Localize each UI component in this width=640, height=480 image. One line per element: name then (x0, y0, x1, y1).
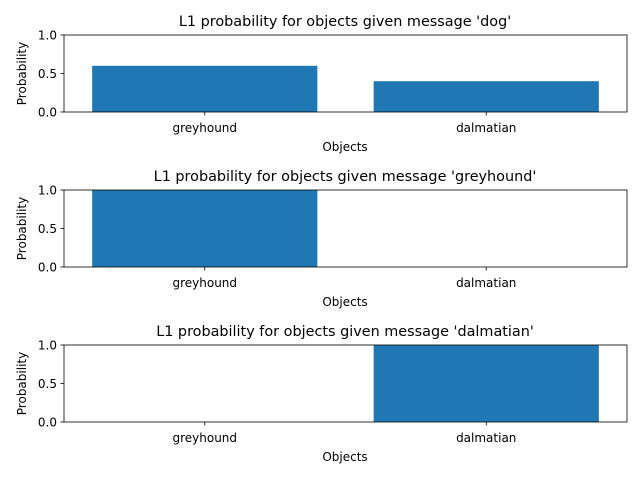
x-tick-label-dalmatian: dalmatian (456, 431, 516, 445)
x-ticks: greyhound dalmatian (172, 422, 516, 445)
x-tick-label-greyhound: greyhound (172, 431, 237, 445)
y-tick-label: 0.5 (38, 377, 57, 391)
x-ticks: greyhound dalmatian (172, 267, 516, 290)
x-tick-label-greyhound: greyhound (172, 121, 237, 135)
y-tick-label: 0.5 (38, 67, 57, 81)
bar-group (92, 65, 599, 112)
y-axis-label: Probability (15, 42, 29, 105)
bar-group (373, 345, 599, 422)
y-tick-label: 1.0 (38, 183, 57, 197)
subplot-dalmatian: L1 probability for objects given message… (15, 324, 628, 464)
bar-dalmatian (373, 345, 599, 422)
y-tick-label: 0.0 (38, 415, 57, 429)
x-axis-label: Objects (322, 295, 367, 309)
y-tick-label: 0.0 (38, 105, 57, 119)
x-ticks: greyhound dalmatian (172, 112, 516, 135)
y-tick-label: 1.0 (38, 338, 57, 352)
y-ticks: 0.0 0.5 1.0 (38, 183, 64, 274)
subplot-greyhound: L1 probability for objects given message… (15, 169, 628, 309)
bar-greyhound (92, 190, 318, 267)
y-ticks: 0.0 0.5 1.0 (38, 28, 64, 119)
x-tick-label-dalmatian: dalmatian (456, 276, 516, 290)
x-axis-label: Objects (322, 140, 367, 154)
y-tick-label: 0.0 (38, 260, 57, 274)
x-axis-label: Objects (322, 450, 367, 464)
bar-greyhound (92, 65, 318, 112)
subplot-dog: L1 probability for objects given message… (15, 14, 628, 154)
chart-title: L1 probability for objects given message… (156, 324, 534, 340)
y-ticks: 0.0 0.5 1.0 (38, 338, 64, 429)
y-axis-label: Probability (15, 197, 29, 260)
x-tick-label-dalmatian: dalmatian (456, 121, 516, 135)
y-tick-label: 0.5 (38, 222, 57, 236)
y-axis-label: Probability (15, 352, 29, 415)
bar-dalmatian (373, 81, 599, 112)
x-tick-label-greyhound: greyhound (172, 276, 237, 290)
y-tick-label: 1.0 (38, 28, 57, 42)
bar-group (92, 190, 318, 267)
chart-title: L1 probability for objects given message… (179, 14, 511, 30)
chart-title: L1 probability for objects given message… (154, 169, 537, 185)
